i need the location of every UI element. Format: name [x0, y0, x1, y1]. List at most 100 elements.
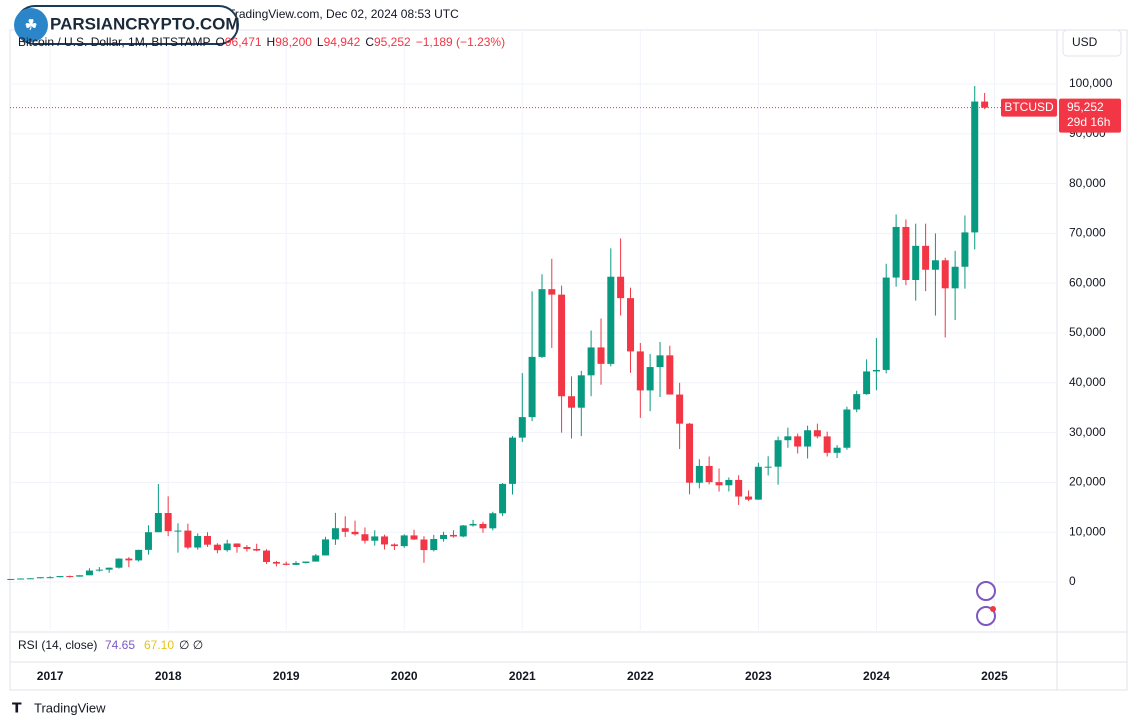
candle-body [371, 536, 379, 541]
candle-body [597, 347, 605, 364]
candle-body [922, 245, 930, 270]
candle-body [705, 465, 713, 483]
candle-body [823, 436, 831, 453]
y-tick-label: 10,000 [1069, 524, 1106, 538]
candle-body [528, 356, 536, 418]
candle-body [66, 576, 74, 578]
candle-body [322, 539, 330, 556]
candle-body [636, 351, 644, 391]
ohlc-change: −1,189 (−1.23%) [416, 35, 505, 49]
candle-body [695, 465, 703, 483]
candle-body [981, 101, 989, 108]
candle-body [499, 483, 507, 514]
candle-body [902, 226, 910, 280]
y-tick-label: 70,000 [1069, 226, 1106, 240]
icon[interactable] [976, 606, 996, 626]
price-tag-text: 95,252 [1067, 100, 1104, 114]
candle-body [164, 513, 172, 532]
currency[interactable]: USD [1072, 35, 1098, 49]
candle-body [617, 276, 625, 299]
footer-logo: 𝗧 [12, 700, 22, 716]
ohlc-value: 94,942 [324, 35, 361, 49]
grid [10, 30, 1057, 630]
icon[interactable] [976, 581, 996, 601]
candle-body [361, 534, 369, 541]
ohlc-key: O [216, 35, 225, 49]
indicator-name: RSI (14, close) [18, 638, 97, 652]
candle-body [449, 534, 457, 537]
candle-body [351, 531, 359, 535]
candle-body [784, 436, 792, 441]
candle-body [656, 355, 664, 368]
candle-body [115, 558, 123, 568]
candle-body [735, 479, 743, 497]
symbol-tag [1001, 98, 1057, 117]
ohlc-value: 98,200 [275, 35, 312, 49]
candle-body [223, 543, 231, 551]
candle-body [843, 409, 851, 448]
candle-body [931, 260, 939, 270]
candle-body [292, 562, 300, 565]
x-tick-label: 2021 [509, 669, 536, 683]
candle-body [666, 355, 674, 395]
y-tick-label: 80,000 [1069, 176, 1106, 190]
candle-body [410, 535, 418, 540]
candle-body [725, 479, 733, 486]
candle-body [174, 530, 182, 532]
candle-body [568, 396, 576, 408]
x-tick-label: 2019 [273, 669, 300, 683]
candle-body [853, 394, 861, 410]
candle-body [430, 539, 438, 551]
y-tick-label: 0 [1069, 574, 1076, 588]
candle-body [518, 417, 526, 438]
candle-body [135, 549, 143, 561]
candle-body [892, 226, 900, 278]
footer: TradingView [34, 700, 106, 715]
candle-body [282, 563, 290, 565]
candle-body [184, 530, 192, 548]
candle-body [577, 375, 585, 408]
indicator-value: 74.65 [105, 638, 135, 652]
indicator-extra: ∅ ∅ [179, 638, 203, 652]
candle-body [85, 570, 93, 576]
ohlc-key: L [317, 35, 324, 49]
candle-body [548, 289, 556, 295]
candle-body [36, 577, 44, 579]
candle-body [243, 546, 251, 549]
y-tick-label: 60,000 [1069, 275, 1106, 289]
ohlc-value: 96,471 [225, 35, 262, 49]
symbol-tag-text: BTCUSD [1004, 100, 1054, 114]
candle-body [676, 394, 684, 424]
candle-body [469, 523, 477, 526]
candle-body [105, 567, 113, 570]
candle-body [302, 561, 310, 563]
candle-body [558, 294, 566, 397]
x-tick-label: 2022 [627, 669, 654, 683]
candle-body [194, 535, 202, 548]
candle-body [882, 277, 890, 370]
candle-body [646, 367, 654, 391]
candle-body [381, 536, 389, 545]
candle-body [331, 528, 339, 540]
currency-button[interactable] [1062, 29, 1122, 57]
icon-badge [990, 606, 996, 612]
x-tick-label: 2017 [37, 669, 64, 683]
x-tick-label: 2018 [155, 669, 182, 683]
candle-body [213, 544, 221, 551]
candle-body [125, 558, 133, 561]
candle-body [912, 245, 920, 280]
chart-title: Bitcoin / U.S. Dollar, 1M, BITSTAMP [18, 35, 211, 49]
candle-body [538, 289, 546, 357]
candle-body [233, 543, 241, 547]
candle-body [813, 430, 821, 437]
candle-body [56, 576, 64, 578]
candle-body [390, 544, 398, 547]
candle-body [961, 232, 969, 267]
candles [7, 85, 989, 580]
candle-body [774, 440, 782, 467]
x-tick-label: 2025 [981, 669, 1008, 683]
x-tick-label: 2020 [391, 669, 418, 683]
candle-body [941, 260, 949, 289]
watermark-text: PARSIANCRYPTO.COM [50, 14, 240, 33]
